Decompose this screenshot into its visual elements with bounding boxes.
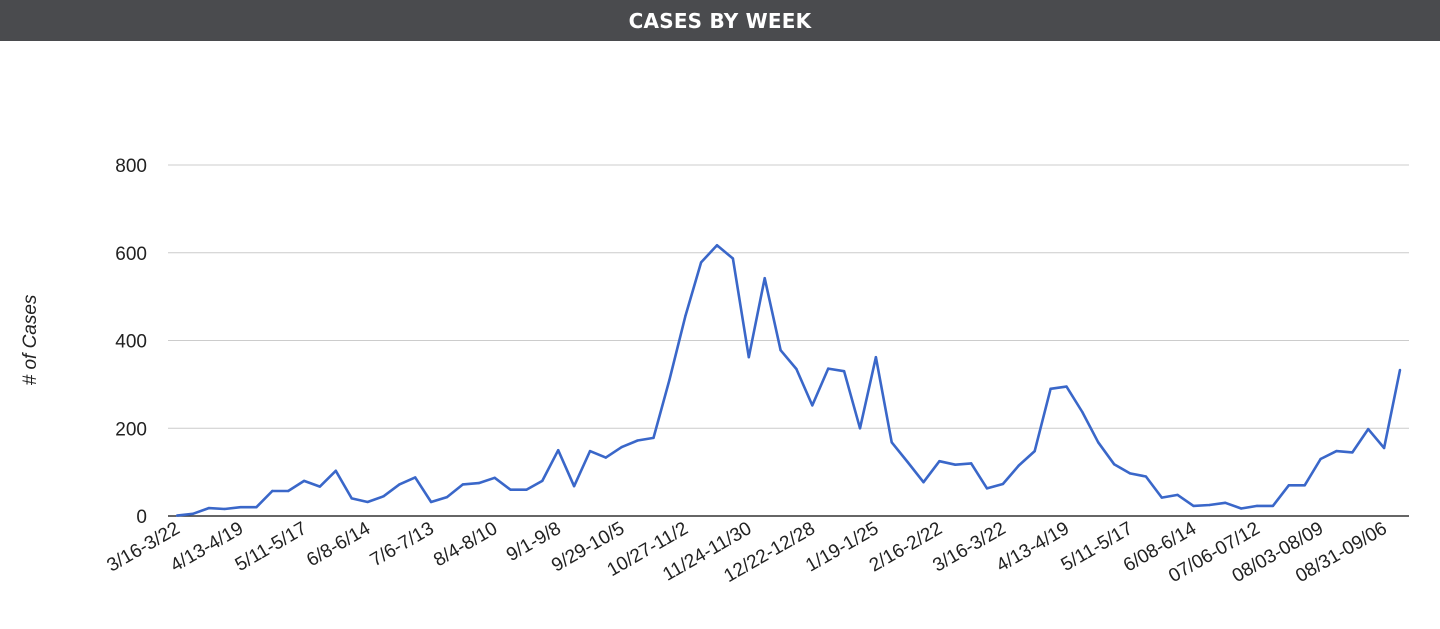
data-point [445,495,449,499]
data-point [207,506,210,510]
data-point [604,456,608,459]
data-point [1144,475,1148,478]
data-point [350,497,353,500]
data-point [1112,463,1116,466]
data-point [1097,441,1100,444]
data-point [286,489,290,493]
data-point [1255,504,1259,508]
data-point [414,476,417,479]
data-point [890,441,893,444]
data-point [1239,507,1243,510]
data-point [429,500,433,504]
data-point [366,500,369,504]
data-point [811,404,814,407]
data-point [1001,482,1005,486]
chart-header: CASES BY WEEK [0,0,1440,41]
data-point [668,378,671,382]
data-point [795,367,798,371]
data-point [382,495,385,498]
data-point [1160,496,1163,499]
data-point [302,479,306,483]
data-point [747,355,750,359]
y-tick-labels: 0 200 400 600 800 [115,156,147,528]
data-point [525,488,528,491]
data-point [334,469,338,473]
data-point [684,315,687,318]
y-tick-label: 0 [136,507,147,528]
data-point [842,370,846,373]
gridlines [168,164,1409,429]
data-point [906,460,909,464]
data-point [1224,501,1227,505]
data-point [1398,368,1402,372]
data-point [715,244,719,247]
data-point [731,257,735,260]
data-point [1033,449,1036,453]
data-point [493,476,496,480]
data-point [1128,472,1132,475]
data-point [620,445,623,449]
x-tick-label: 6/8-6/14 [303,518,374,571]
data-point [1382,446,1386,450]
y-tick-label: 400 [115,332,147,353]
data-point [1065,385,1068,388]
x-tick-label: 4/13-4/19 [167,518,247,576]
data-point [477,481,480,485]
data-point [1176,493,1179,497]
data-point [938,459,941,463]
data-point [636,439,639,442]
data-point [572,484,576,488]
data-point [922,481,925,484]
data-point [1351,451,1354,454]
data-point [858,427,862,430]
data-point [1303,484,1306,487]
data-point [1271,504,1275,508]
series-line [176,244,1402,517]
data-point [398,483,401,486]
data-point [239,506,242,509]
data-point [255,506,258,509]
y-tick-label: 800 [115,156,147,177]
data-point [1319,457,1322,461]
series-layer [175,244,1402,517]
data-point [1287,484,1291,487]
data-point [175,514,179,517]
data-point [318,485,322,488]
data-point [652,436,655,440]
data-point [874,355,878,359]
line-chart: 0 200 400 600 800 3/16-3/224/13-4/195/11-5/1… [20,156,1409,587]
data-point [1081,410,1084,414]
data-point [556,448,560,452]
x-tick-label: 4/13-4/19 [993,518,1073,576]
data-point [1017,464,1021,467]
x-tick-labels: 3/16-3/224/13-4/195/11-5/176/8-6/147/6-7… [103,518,1390,587]
data-point [954,463,957,466]
data-point [541,479,544,483]
x-tick-label: 8/4-8/10 [430,518,501,571]
data-point [461,483,465,486]
data-point [509,488,512,491]
data-point [1208,503,1211,507]
y-axis-label: # of Cases [20,294,41,385]
data-point [763,276,766,280]
data-point [985,487,989,490]
data-point [588,449,592,453]
data-point [271,489,274,493]
data-point [1367,427,1370,431]
data-point [779,348,782,352]
data-point [969,462,973,465]
data-point [191,512,195,516]
data-point [1192,504,1195,508]
data-point [1049,387,1052,390]
y-tick-label: 600 [115,244,147,265]
data-point [223,507,226,511]
data-point [827,367,830,370]
x-tick-label: 5/11-5/17 [232,518,311,576]
data-point [699,261,703,264]
data-point [1335,449,1338,453]
y-tick-label: 200 [115,419,147,440]
chart-title: CASES BY WEEK [628,8,812,33]
x-tick-label: 7/6-7/13 [367,518,438,571]
